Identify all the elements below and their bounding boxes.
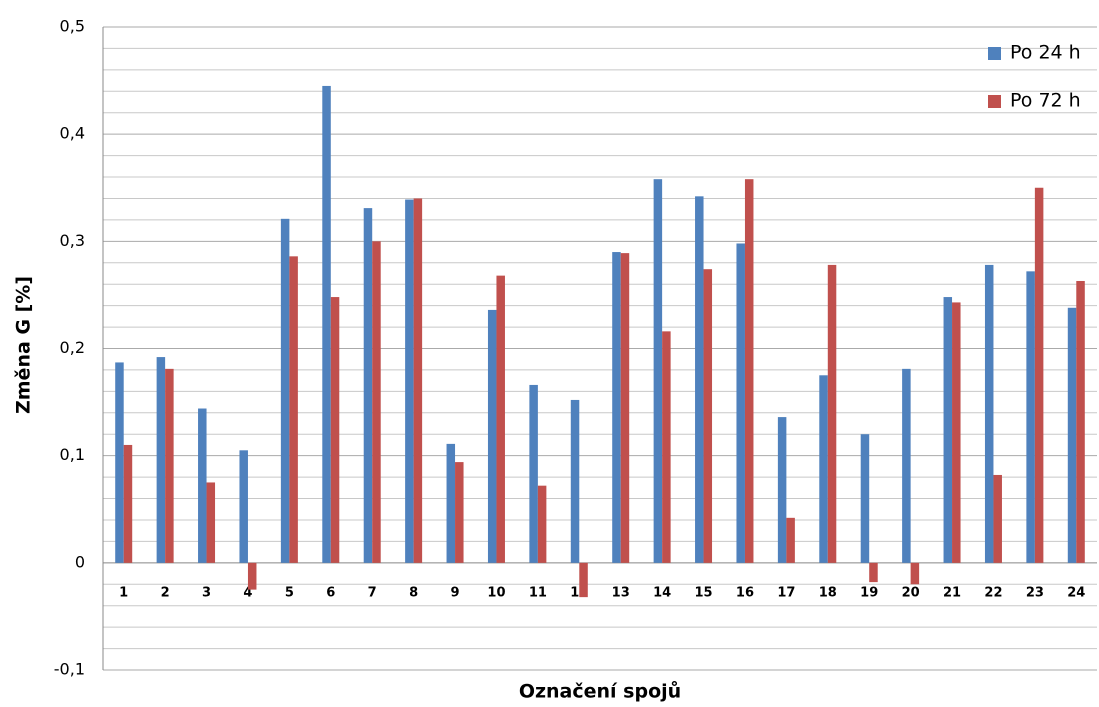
bar <box>115 362 124 563</box>
y-tick-label: 0 <box>75 552 85 571</box>
x-tick-label: 1 <box>119 585 128 600</box>
bar <box>827 264 837 563</box>
bar <box>405 199 414 563</box>
bar <box>363 208 373 563</box>
bar <box>777 417 787 563</box>
bar <box>330 297 340 563</box>
x-tick-label: 11 <box>529 585 547 600</box>
x-tick-label: 8 <box>409 585 418 600</box>
bar <box>943 297 953 563</box>
bar <box>703 269 713 563</box>
bar <box>860 434 870 563</box>
x-tick-label: 17 <box>777 585 795 600</box>
bar <box>819 375 828 563</box>
bar <box>455 462 464 563</box>
y-tick-label: -0,1 <box>54 660 85 679</box>
x-tick-label: 4 <box>243 585 252 600</box>
x-tick-label: 7 <box>368 585 377 600</box>
bar <box>413 198 423 563</box>
y-tick-label: 0,2 <box>60 338 85 357</box>
bar <box>322 85 331 563</box>
bar <box>1067 307 1077 563</box>
bar <box>1026 271 1035 563</box>
bar <box>537 485 547 563</box>
bar <box>869 562 878 583</box>
bar <box>984 264 994 563</box>
x-tick-label: 2 <box>161 585 170 600</box>
bar <box>570 399 580 563</box>
bar <box>786 517 795 563</box>
bar <box>123 444 133 563</box>
x-tick-label: 19 <box>860 585 878 600</box>
bar <box>902 368 911 563</box>
bar <box>952 302 961 563</box>
bar <box>446 443 456 563</box>
x-tick-label: 9 <box>451 585 460 600</box>
x-tick-label: 6 <box>326 585 335 600</box>
bar <box>198 408 207 563</box>
x-tick-label: 10 <box>487 585 505 600</box>
bar <box>165 368 174 563</box>
bar <box>910 562 920 585</box>
bar <box>653 179 663 563</box>
bar <box>496 275 505 563</box>
x-tick-label: 13 <box>612 585 630 600</box>
y-tick-label: 0,3 <box>60 231 85 250</box>
bar <box>487 309 497 563</box>
x-tick-label: 21 <box>943 585 961 600</box>
x-tick-label: 14 <box>653 585 671 600</box>
bar <box>280 218 290 563</box>
bar <box>620 253 630 563</box>
legend-swatch <box>988 95 1001 108</box>
bar <box>744 179 754 563</box>
x-tick-label: 18 <box>819 585 837 600</box>
bar <box>695 196 704 563</box>
x-tick-label: 22 <box>984 585 1002 600</box>
bar <box>156 357 166 563</box>
bar <box>239 450 248 563</box>
y-tick-label: 0,4 <box>60 124 85 143</box>
bar <box>289 256 298 563</box>
x-tick-label: 5 <box>285 585 294 600</box>
bar <box>372 241 381 563</box>
x-tick-label: 23 <box>1026 585 1044 600</box>
bar <box>736 243 745 563</box>
x-tick-label: 16 <box>736 585 754 600</box>
bar <box>612 252 621 563</box>
x-tick-label: 20 <box>902 585 920 600</box>
bar <box>993 474 1002 563</box>
legend-swatch <box>988 47 1001 60</box>
bar <box>1076 280 1085 563</box>
y-axis-title: Změna G [%] <box>13 276 35 414</box>
bar <box>206 482 216 563</box>
bar <box>529 384 538 563</box>
y-tick-label: 0,1 <box>60 445 85 464</box>
bar <box>662 331 671 563</box>
x-tick-label: 15 <box>694 585 712 600</box>
bar <box>247 562 257 590</box>
bar <box>1034 187 1044 563</box>
bar <box>579 562 588 598</box>
y-tick-label: 0,5 <box>60 17 85 36</box>
x-tick-label: 24 <box>1067 585 1085 600</box>
x-tick-label: 3 <box>202 585 211 600</box>
legend-label: Po 24 h <box>1010 42 1081 64</box>
x-axis-title: Označení spojů <box>519 680 681 703</box>
legend-label: Po 72 h <box>1010 90 1081 112</box>
